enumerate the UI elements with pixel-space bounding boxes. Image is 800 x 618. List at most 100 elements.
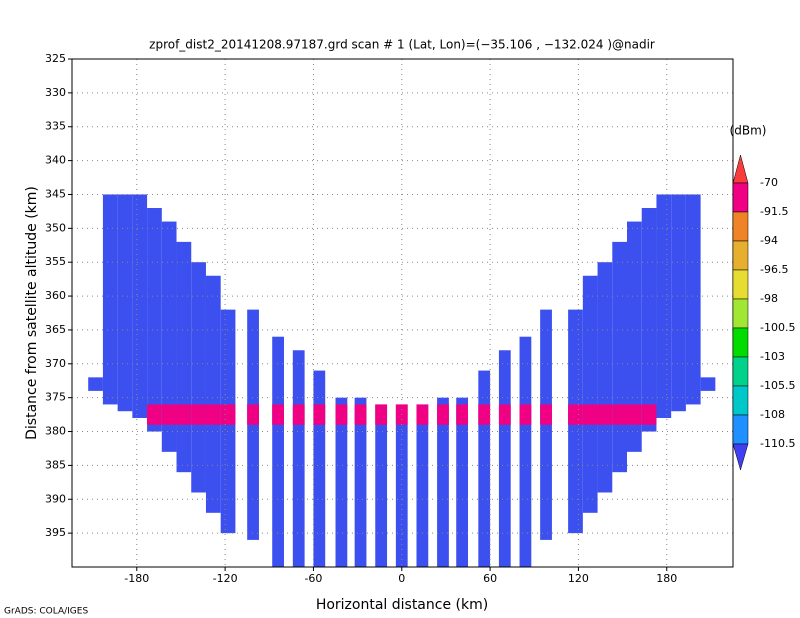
swath-column: [478, 370, 491, 567]
colorbar-label: -94: [760, 234, 778, 247]
swath-column: [416, 404, 429, 567]
surface-echo: [375, 404, 388, 425]
surface-echo: [416, 404, 429, 425]
swath-column: [671, 194, 686, 412]
swath-column: [612, 241, 628, 473]
swath-column: [685, 194, 701, 405]
swath-column: [354, 397, 367, 567]
colorbar-segment: [732, 211, 749, 242]
swath-column: [437, 397, 449, 567]
y-tick-label: 340: [45, 154, 66, 167]
surface-echo: [437, 404, 449, 425]
surface-echo: [519, 404, 532, 425]
surface-echo: [313, 404, 326, 425]
colorbar-label: -103: [760, 350, 785, 363]
colorbar-segment: [732, 327, 749, 358]
y-tick-label: 385: [45, 458, 66, 471]
colorbar-label: -110.5: [760, 437, 795, 450]
colorbar-segment: [732, 240, 749, 271]
swath-column: [102, 194, 118, 405]
surface-echo: [540, 404, 552, 425]
surface-echo: [205, 404, 221, 425]
swath-column: [88, 377, 103, 391]
surface-echo: [272, 404, 284, 425]
y-tick-label: 380: [45, 425, 66, 438]
swath-column: [292, 350, 305, 567]
y-tick-label: 375: [45, 391, 66, 404]
surface-echo: [247, 404, 259, 425]
surface-echo: [568, 404, 583, 425]
surface-echo: [176, 404, 192, 425]
y-tick-label: 370: [45, 357, 66, 370]
surface-echo: [597, 404, 613, 425]
swath-column: [117, 194, 133, 412]
colorbar-label: -96.5: [760, 263, 788, 276]
y-tick-label: 345: [45, 187, 66, 200]
swath-column: [191, 262, 206, 493]
colorbar-label: -98: [760, 292, 778, 305]
swath-column: [700, 377, 716, 391]
x-axis-label: Horizontal distance (km): [316, 597, 488, 613]
x-tick-label: -60: [304, 572, 322, 585]
x-tick-label: -180: [124, 572, 149, 585]
y-tick-label: 355: [45, 255, 66, 268]
surface-echo: [335, 404, 348, 425]
swath-column: [519, 336, 532, 567]
colorbar-segment: [732, 298, 749, 329]
swath-column: [132, 194, 148, 418]
swath-column: [375, 404, 388, 567]
surface-echo: [582, 404, 598, 425]
swath-column: [147, 208, 162, 432]
swath-column: [627, 221, 642, 452]
surface-echo: [612, 404, 628, 425]
swath-column: [656, 194, 672, 418]
colorbar-label: -108: [760, 408, 785, 421]
y-axis-label: Distance from satellite altitude (km): [24, 186, 40, 440]
surface-echo: [456, 404, 469, 425]
swath-column: [176, 241, 192, 473]
swath-column: [335, 397, 348, 567]
colorbar-label: (dBm): [730, 124, 767, 138]
swath-column: [456, 397, 469, 567]
y-tick-label: 350: [45, 221, 66, 234]
swath-column: [395, 404, 408, 567]
surface-echo: [161, 404, 177, 425]
surface-echo: [292, 404, 305, 425]
x-tick-label: 60: [483, 572, 497, 585]
y-tick-label: 325: [45, 52, 66, 65]
y-tick-label: 330: [45, 86, 66, 99]
surface-echo: [191, 404, 206, 425]
chart-title: zprof_dist2_20141208.97187.grd scan # 1 …: [149, 38, 655, 52]
colorbar-label: -70: [760, 176, 778, 189]
surface-echo: [220, 404, 236, 425]
y-tick-label: 360: [45, 289, 66, 302]
colorbar-segment: [732, 414, 749, 445]
colorbar-label: -105.5: [760, 379, 795, 392]
colorbar-segment: [732, 269, 749, 300]
x-tick-label: 180: [656, 572, 677, 585]
surface-echo: [354, 404, 367, 425]
footer: GrADS: COLA/IGES: [4, 607, 88, 617]
surface-echo: [147, 404, 162, 425]
surface-echo: [498, 404, 511, 425]
colorbar-segment: [732, 385, 749, 416]
swath-column: [313, 370, 326, 567]
surface-echo: [627, 404, 642, 425]
colorbar-segment: [732, 443, 749, 471]
surface-echo: [478, 404, 491, 425]
surface-echo: [641, 404, 657, 425]
colorbar-label: -91.5: [760, 205, 788, 218]
x-tick-label: 120: [568, 572, 589, 585]
swath-column: [272, 336, 284, 567]
y-tick-label: 365: [45, 323, 66, 336]
swath-column: [161, 221, 177, 452]
swath-column: [498, 350, 511, 567]
colorbar-segment: [732, 182, 749, 213]
swath-column: [582, 275, 598, 513]
y-tick-label: 390: [45, 492, 66, 505]
colorbar-segment: [732, 356, 749, 387]
y-tick-label: 335: [45, 120, 66, 133]
swath-column: [641, 208, 657, 432]
